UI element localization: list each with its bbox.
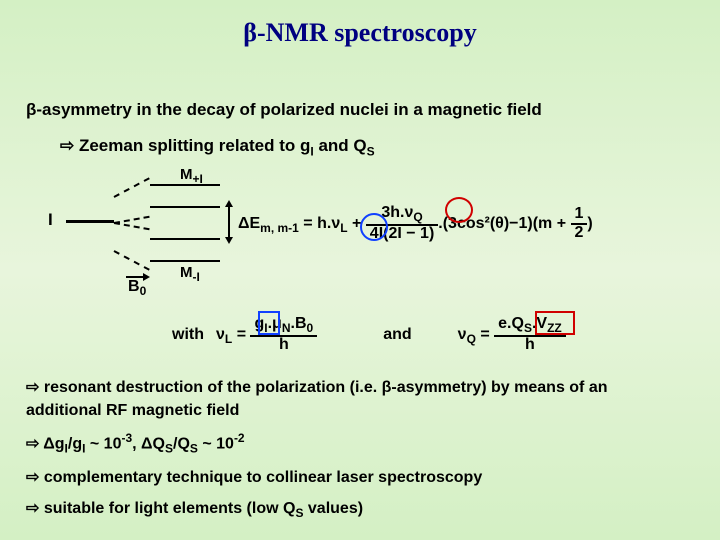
rect-gI-icon (258, 311, 280, 335)
label-B0: B0 (128, 278, 146, 298)
dash-up (114, 177, 150, 198)
bullet-1: ⇨ resonant destruction of the polarizati… (26, 376, 686, 422)
label-M-plus: M+I (180, 166, 203, 186)
split-4 (150, 260, 220, 262)
bullet-4: ⇨ suitable for light elements (low QS va… (26, 497, 686, 523)
zeeman-diagram: I M+I M-I B0 (60, 178, 230, 303)
bullet-3: ⇨ complementary technique to collinear l… (26, 466, 686, 489)
rect-QS-icon (535, 311, 575, 335)
with-label: with (172, 326, 204, 344)
label-M-minus: M-I (180, 264, 200, 284)
dash-mid2 (114, 222, 150, 230)
formula-delta-E: ΔEm, m-1 = h.νL + 3h.νQ4I(2I − 1).(3cos²… (238, 205, 593, 243)
intro-line-2: ⇨ Zeeman splitting related to gI and QS (60, 136, 375, 158)
formula-definitions: with νL = gI.μN.B0h and νQ = e.QS.VZZh (172, 316, 566, 354)
bullet-2: ⇨ ΔgI/gI ~ 10-3, ΔQS/QS ~ 10-2 (26, 430, 686, 458)
circle-nuL-icon (360, 213, 388, 241)
slide-title: β-NMR spectroscopy (0, 0, 720, 48)
intro-line-1: β-asymmetry in the decay of polarized nu… (26, 100, 542, 120)
label-I: I (48, 210, 53, 230)
level-spacing-arrow (228, 206, 230, 238)
level-I-line (66, 220, 114, 223)
dash-down (114, 250, 150, 271)
and-label: and (383, 326, 411, 344)
circle-nuQ-icon (445, 197, 473, 223)
split-2 (150, 206, 220, 208)
split-3 (150, 238, 220, 240)
bullet-list: ⇨ resonant destruction of the polarizati… (26, 376, 686, 531)
